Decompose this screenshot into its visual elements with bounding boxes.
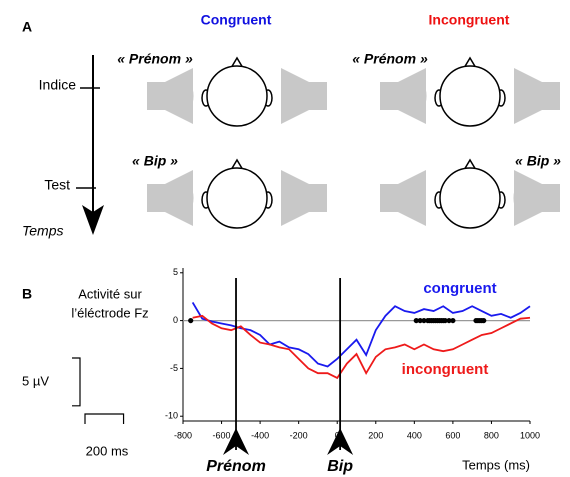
sound-wave: [513, 183, 520, 213]
series-line: [191, 301, 531, 368]
significance-dot: [481, 317, 487, 324]
sound-wave: [187, 81, 194, 111]
speaker: [281, 68, 327, 124]
time-arrow: [82, 205, 104, 235]
x-tick-label: -800: [174, 430, 192, 440]
x-tick-label: -200: [290, 430, 308, 440]
y-tick-label: 5: [173, 267, 178, 277]
sound-wave: [415, 84, 422, 108]
significance-dot: [413, 317, 419, 324]
x-label: Temps (ms): [462, 457, 530, 472]
head: [206, 65, 268, 127]
y-tick-label: -5: [170, 363, 178, 373]
cue-label: « Prénom »: [352, 51, 428, 67]
significance-dot: [446, 317, 452, 324]
sound-wave: [177, 189, 184, 207]
speaker: [380, 170, 426, 226]
event-label: Prénom: [206, 458, 266, 475]
panel-label: A: [22, 19, 32, 35]
test-label: « Bip »: [515, 153, 561, 169]
sound-wave: [410, 87, 417, 105]
head: [439, 167, 501, 229]
sound-wave: [182, 186, 189, 210]
timeline-label: Test: [44, 177, 70, 193]
scale-label: 5 µV: [22, 373, 49, 388]
speaker: [281, 170, 327, 226]
x-tick-label: 200: [368, 430, 383, 440]
x-tick-label: -600: [213, 430, 231, 440]
y-tick-label: -10: [165, 411, 178, 421]
scale-bar-y: [72, 357, 81, 407]
head: [206, 167, 268, 229]
speaker: [514, 68, 560, 124]
test-label: « Bip »: [132, 153, 178, 169]
sound-wave: [523, 189, 530, 207]
speaker: [514, 170, 560, 226]
series-label: congruent: [423, 280, 496, 297]
y-label: l’éléctrode Fz: [71, 305, 148, 320]
condition-title: Incongruent: [429, 12, 510, 28]
speaker: [380, 68, 426, 124]
cue-label: « Prénom »: [117, 51, 193, 67]
significance-dot: [188, 317, 194, 324]
x-tick-label: 800: [484, 430, 499, 440]
y-label: Activité sur: [78, 286, 142, 301]
significance-dot: [442, 317, 448, 324]
panel-label: B: [22, 286, 32, 302]
timeline-axis-label: Temps: [22, 223, 64, 239]
sound-wave: [187, 183, 194, 213]
sound-wave: [182, 84, 189, 108]
significance-dot: [450, 317, 456, 324]
head: [439, 65, 501, 127]
series-line: [192, 314, 531, 380]
x-tick-label: -400: [251, 430, 269, 440]
scale-bar-x: [84, 413, 125, 424]
series-label: incongruent: [402, 361, 489, 378]
event-label: Bip: [327, 458, 353, 475]
condition-title: Congruent: [201, 12, 272, 28]
x-tick-label: 1000: [520, 430, 540, 440]
timeline-label: Indice: [39, 77, 77, 93]
event-arrow: [327, 428, 354, 455]
speaker: [147, 170, 193, 226]
panel-a: A Congruent Incongruent « Prénom » « Pré…: [22, 12, 561, 239]
significance-dot: [421, 317, 427, 324]
scale-label: 200 ms: [86, 443, 129, 458]
event-arrow: [223, 428, 250, 455]
sound-wave: [177, 87, 184, 105]
speaker: [147, 68, 193, 124]
panel-b: B Activité sur l’éléctrode Fz Temps (ms)…: [22, 267, 540, 475]
x-tick-label: 400: [407, 430, 422, 440]
significance-dot: [417, 317, 423, 324]
sound-wave: [518, 186, 525, 210]
x-tick-label: 600: [445, 430, 460, 440]
sound-wave: [420, 81, 427, 111]
y-tick-label: 0: [173, 315, 178, 325]
